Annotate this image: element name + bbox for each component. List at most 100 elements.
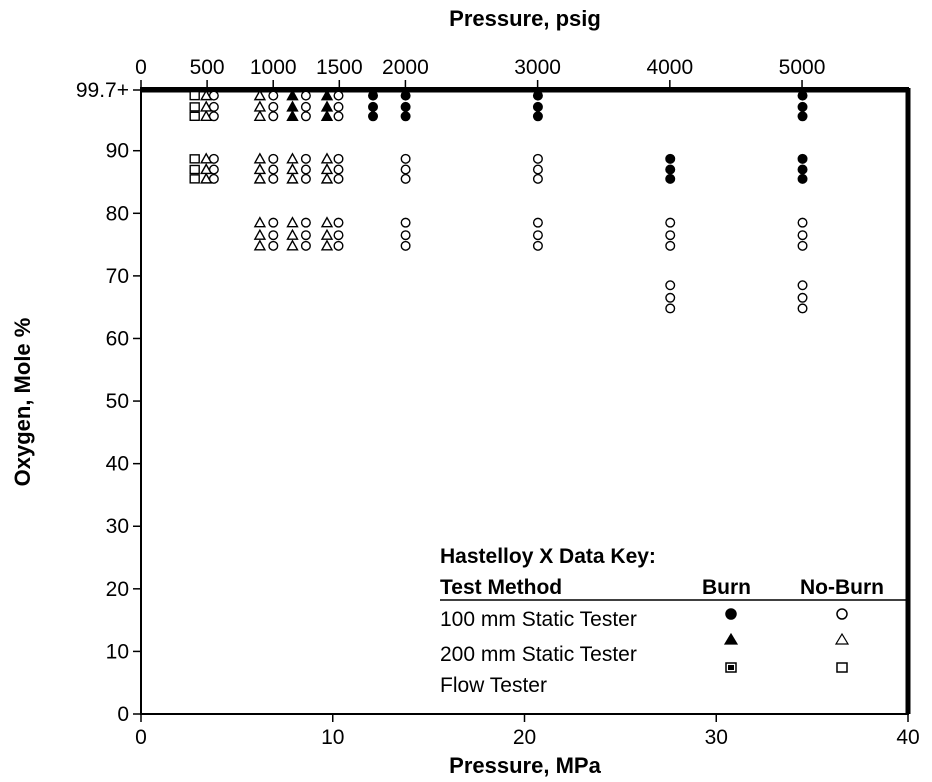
y-tick-label: 80 — [106, 202, 129, 225]
data-point-circle-noburn — [333, 153, 344, 164]
data-point-circle-noburn — [797, 230, 808, 241]
data-point-triangle-noburn — [320, 216, 334, 228]
y-tick-label: 60 — [106, 327, 129, 350]
data-point-triangle-burn — [286, 100, 299, 112]
data-point-circle-burn — [797, 164, 808, 175]
data-point-circle-noburn — [797, 240, 808, 251]
data-point-circle-noburn — [300, 90, 311, 101]
data-point-circle-noburn — [268, 111, 279, 122]
data-point-triangle-noburn — [200, 152, 213, 164]
x-tick-label: 20 — [513, 726, 536, 749]
data-point-square-noburn — [189, 164, 200, 175]
top-tick-label: 0 — [135, 56, 147, 79]
y-tick-label: 20 — [106, 578, 129, 601]
data-point-circle-noburn — [268, 164, 279, 175]
data-point-triangle-noburn — [320, 152, 334, 164]
data-point-triangle-noburn — [253, 152, 267, 164]
data-point-circle-burn — [400, 111, 411, 122]
bottom-axis-title: Pressure, MPa — [449, 753, 601, 778]
legend-title: Hastelloy X Data Key: — [440, 545, 656, 568]
legend-marker-flow-noburn — [836, 662, 848, 673]
data-point-circle-noburn — [268, 101, 279, 112]
data-point-triangle-noburn — [253, 216, 267, 228]
data-point-circle-noburn — [333, 230, 344, 241]
data-point-circle-burn — [797, 173, 808, 184]
data-point-circle-noburn — [333, 240, 344, 251]
data-point-triangle-noburn — [286, 163, 299, 175]
data-point-circle-burn — [532, 111, 543, 122]
data-point-circle-noburn — [532, 230, 543, 241]
data-point-triangle-noburn — [320, 172, 334, 184]
data-point-circle-burn — [665, 173, 676, 184]
data-point-circle-noburn — [268, 217, 279, 228]
legend-marker-200mm-burn — [723, 632, 739, 645]
data-point-triangle-noburn — [253, 228, 267, 240]
data-point-circle-noburn — [665, 280, 676, 291]
data-point-triangle-noburn — [253, 163, 267, 175]
legend-row-200mm: 200 mm Static Tester — [440, 643, 637, 666]
y-tick-label: 10 — [106, 640, 129, 663]
data-point-circle-noburn — [400, 230, 411, 241]
top-tick-label: 1500 — [316, 56, 363, 79]
data-point-circle-noburn — [665, 230, 676, 241]
data-point-circle-burn — [797, 153, 808, 164]
data-point-circle-noburn — [333, 90, 344, 101]
data-point-circle-noburn — [797, 217, 808, 228]
data-point-circle-noburn — [268, 230, 279, 241]
top-tick-label: 1000 — [250, 56, 297, 79]
data-point-circle-noburn — [300, 101, 311, 112]
data-point-triangle-noburn — [320, 228, 334, 240]
y-tick-label: 50 — [106, 390, 129, 413]
y-tick-label: 70 — [106, 265, 129, 288]
data-point-circle-burn — [797, 101, 808, 112]
data-point-circle-burn — [400, 101, 411, 112]
data-point-triangle-burn — [286, 109, 299, 121]
data-point-circle-noburn — [532, 173, 543, 184]
data-point-circle-noburn — [300, 240, 311, 251]
data-point-square-noburn — [189, 111, 200, 121]
legend-marker-100mm-noburn — [836, 608, 848, 620]
data-point-circle-noburn — [400, 240, 411, 251]
data-point-circle-noburn — [333, 173, 344, 184]
y-tick-label: 99.7+ — [76, 79, 129, 102]
data-point-triangle-burn — [320, 89, 334, 101]
data-point-circle-burn — [368, 101, 379, 112]
data-point-square-noburn — [189, 174, 200, 184]
top-axis-title: Pressure, psig — [449, 6, 601, 31]
data-point-circle-noburn — [333, 217, 344, 228]
data-point-circle-noburn — [532, 240, 543, 251]
data-point-circle-noburn — [333, 164, 344, 175]
data-point-circle-noburn — [532, 217, 543, 228]
y-tick-label: 30 — [106, 515, 129, 538]
data-point-triangle-burn — [286, 89, 299, 101]
x-tick-label: 30 — [705, 726, 728, 749]
data-point-circle-noburn — [665, 240, 676, 251]
data-point-triangle-burn — [320, 109, 334, 121]
data-point-triangle-noburn — [253, 172, 267, 184]
data-point-square-noburn — [189, 90, 200, 101]
legend-col-burn: Burn — [702, 576, 751, 599]
data-point-triangle-noburn — [253, 109, 267, 121]
data-point-circle-burn — [797, 111, 808, 122]
data-point-triangle-noburn — [286, 152, 299, 164]
x-tick-label: 0 — [135, 726, 147, 749]
data-point-circle-burn — [532, 90, 543, 101]
data-point-circle-noburn — [400, 153, 411, 164]
data-point-circle-burn — [532, 101, 543, 112]
legend-marker-100mm-burn — [725, 608, 737, 620]
data-point-square-noburn — [189, 154, 200, 164]
data-point-circle-burn — [665, 164, 676, 175]
data-point-circle-noburn — [268, 153, 279, 164]
data-point-triangle-burn — [320, 100, 334, 112]
data-point-circle-noburn — [665, 303, 676, 314]
data-point-circle-noburn — [300, 230, 311, 241]
data-point-triangle-noburn — [253, 89, 267, 101]
data-point-circle-noburn — [400, 173, 411, 184]
legend: Hastelloy X Data Key: Test Method Burn N… — [440, 545, 906, 697]
y-axis-title: Oxygen, Mole % — [10, 318, 35, 487]
data-point-circle-noburn — [333, 101, 344, 112]
data-point-circle-noburn — [797, 280, 808, 291]
legend-col-method: Test Method — [440, 576, 562, 599]
y-tick-label: 90 — [106, 140, 129, 163]
